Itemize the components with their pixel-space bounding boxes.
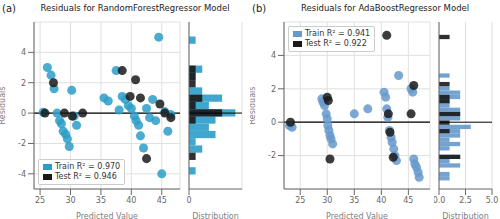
svg-text:0.0: 0.0 [434, 196, 445, 205]
svg-text:45: 45 [157, 196, 167, 205]
svg-text:35: 35 [96, 196, 106, 205]
svg-text:-2: -2 [268, 151, 276, 160]
svg-text:25: 25 [35, 196, 45, 205]
html-text:(b): (b) [252, 2, 267, 14]
svg-text:Predicted Value: Predicted Value [326, 212, 388, 219]
svg-text:2: 2 [271, 85, 276, 94]
html-text:Test R² = 0.922: Test R² = 0.922 [305, 39, 367, 48]
svg-text:4: 4 [271, 51, 276, 60]
html-text:Train R² = 0.941: Train R² = 0.941 [305, 29, 371, 38]
svg-text:Predicted Value: Predicted Value [76, 212, 138, 219]
svg-text:-2: -2 [18, 139, 26, 148]
svg-text:5.0: 5.0 [486, 196, 492, 205]
svg-text:30: 30 [322, 196, 332, 205]
svg-text:0: 0 [271, 118, 276, 127]
svg-text:2: 2 [21, 79, 26, 88]
svg-text:Distribution: Distribution [192, 212, 239, 219]
html-text:Test R² = 0.946: Test R² = 0.946 [55, 172, 117, 181]
html-text:Residuals for AdaBoostRegresso: Residuals for AdaBoostRegressor Model [301, 3, 470, 13]
svg-text:0: 0 [21, 109, 26, 118]
svg-text:40: 40 [376, 196, 386, 205]
svg-text:40: 40 [126, 196, 136, 205]
svg-text:0: 0 [186, 196, 191, 205]
svg-text:45: 45 [403, 196, 413, 205]
svg-text:2.5: 2.5 [459, 196, 472, 205]
svg-text:-4: -4 [18, 170, 26, 179]
html-text:Train R² = 0.970: Train R² = 0.970 [55, 162, 121, 171]
svg-text:Distribution: Distribution [442, 212, 489, 219]
svg-text:35: 35 [349, 196, 359, 205]
svg-text:25: 25 [295, 196, 305, 205]
svg-text:30: 30 [65, 196, 75, 205]
svg-text:4: 4 [21, 48, 26, 57]
html-text:Residuals for RandomForestRegr: Residuals for RandomForestRegressor Mode… [40, 3, 230, 13]
html-text:(a): (a) [2, 2, 16, 14]
svg-text:Residuals: Residuals [250, 87, 257, 125]
